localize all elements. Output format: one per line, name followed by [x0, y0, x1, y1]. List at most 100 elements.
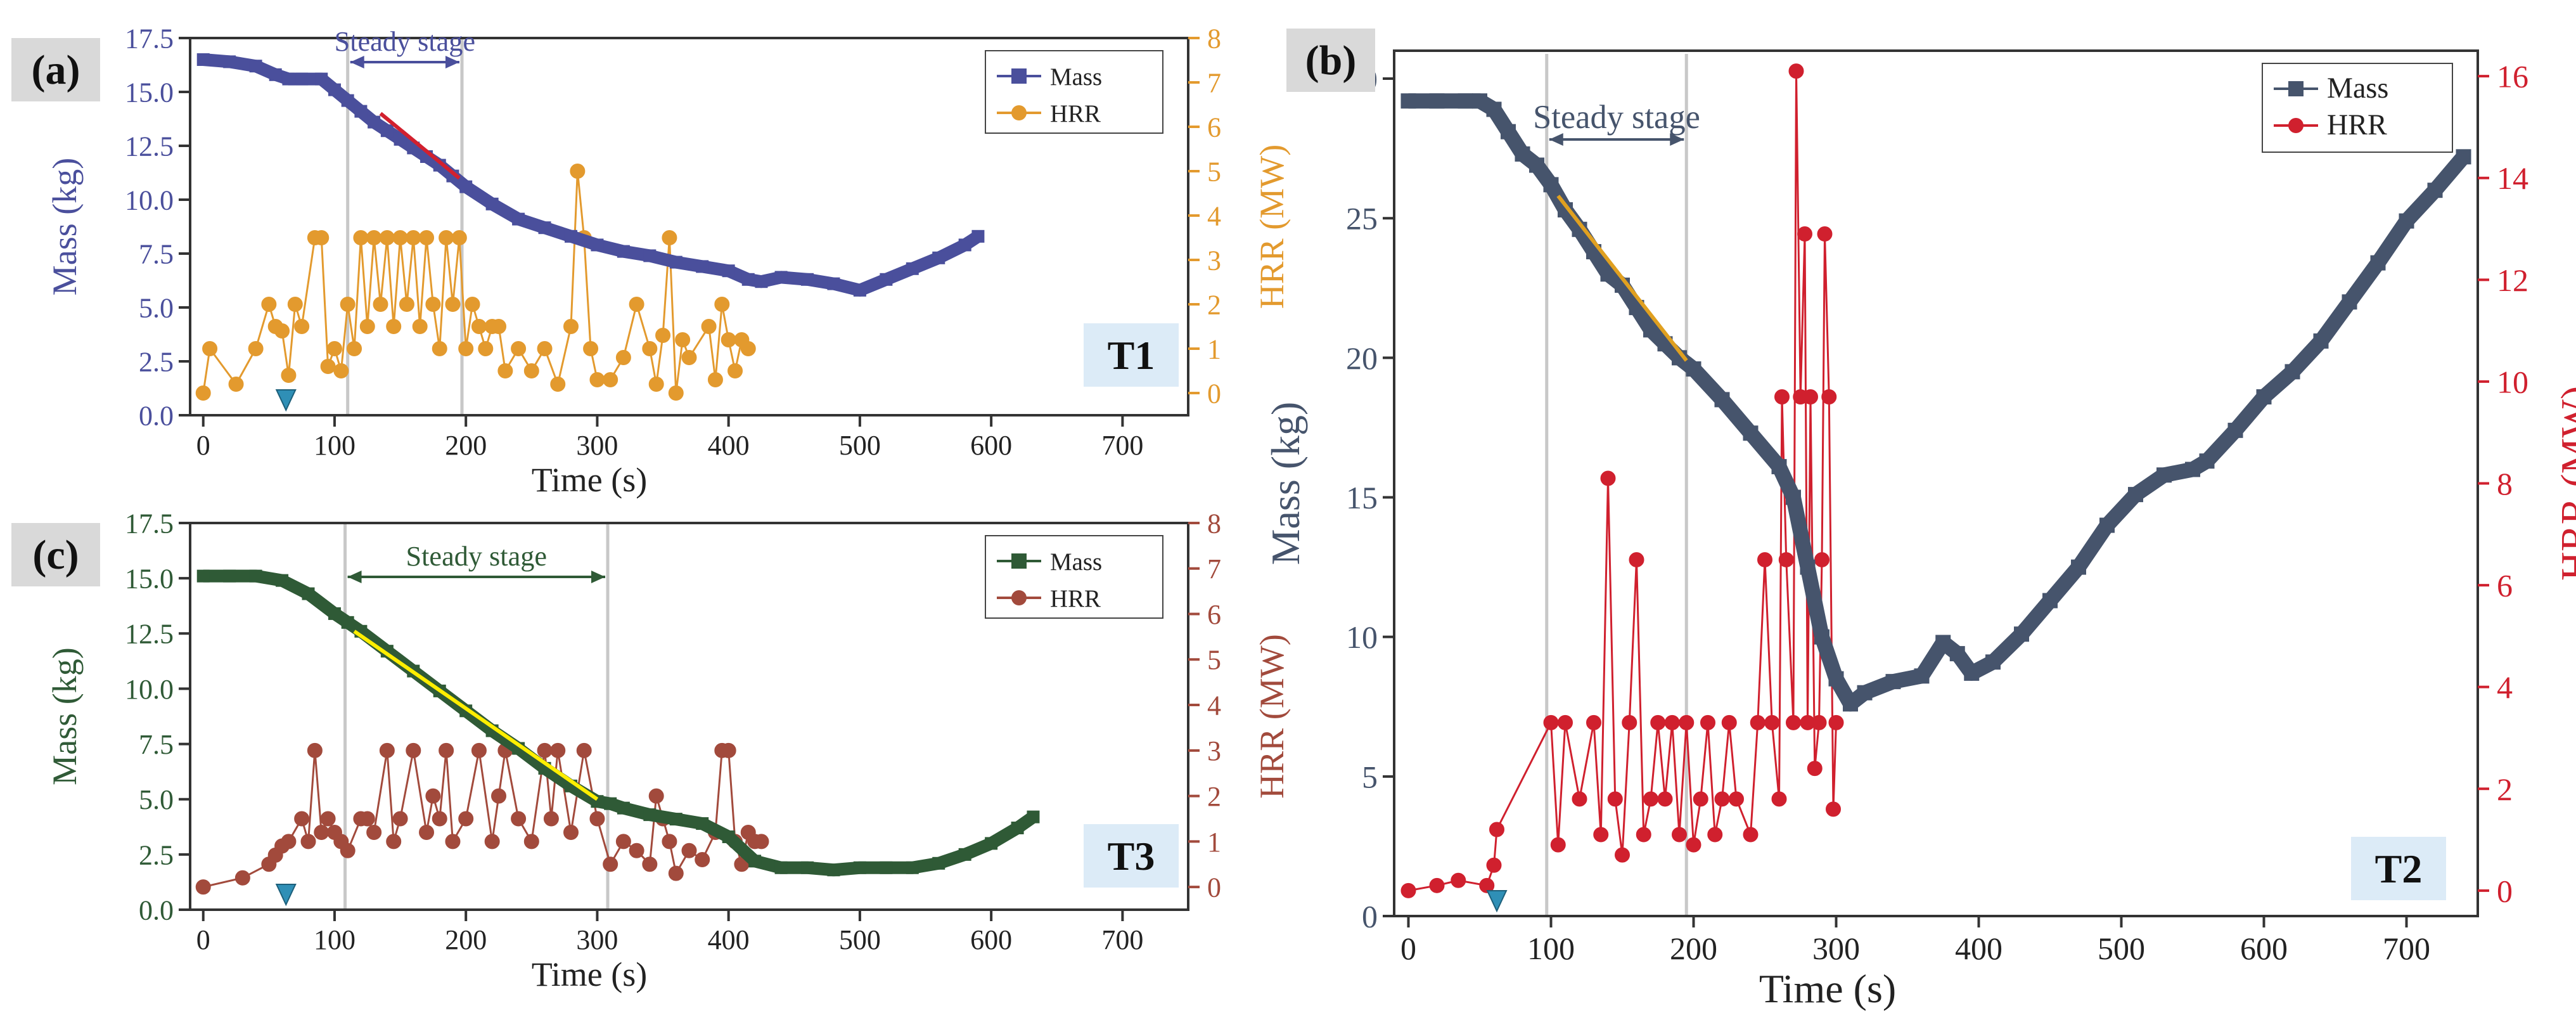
- hrr-data-point: [740, 341, 756, 356]
- x-tick-label: 100: [314, 924, 356, 955]
- mass-data-point: [985, 837, 998, 850]
- hrr-data-point: [392, 230, 408, 245]
- mass-data-point: [748, 855, 762, 868]
- mass-data-point: [906, 861, 919, 874]
- hrr-data-point: [648, 377, 664, 392]
- panel-label-bg: [11, 523, 100, 586]
- test-tag: T3: [1108, 834, 1155, 879]
- hrr-data-point: [432, 811, 447, 827]
- x-tick-label: 100: [314, 430, 356, 461]
- mass-data-point: [741, 273, 755, 286]
- hrr-data-point: [1607, 791, 1623, 807]
- y2-tick-label: 8: [1207, 23, 1221, 54]
- mass-data-point: [853, 861, 866, 874]
- hrr-data-point: [550, 742, 566, 758]
- plot-frame: [189, 522, 1189, 911]
- x-tick-label: 500: [2098, 931, 2145, 966]
- mass-data-point: [2014, 626, 2029, 642]
- hrr-data-point: [314, 825, 330, 840]
- x-tick-label: 400: [708, 430, 750, 461]
- test-tag-bg: [1084, 824, 1179, 888]
- mass-data-point: [2099, 517, 2115, 533]
- y2-tick-label: 1: [1207, 827, 1221, 858]
- hrr-data-point: [1771, 791, 1787, 807]
- chart-t3: 0 100 200 300 400 500 600 7000.02.55.07.510.012…: [11, 508, 1291, 993]
- mass-data-point: [196, 569, 210, 583]
- mass-data-point: [617, 245, 630, 258]
- mass-data-point: [722, 830, 735, 843]
- hrr-data-point: [1486, 857, 1502, 873]
- hrr-data-point: [425, 297, 441, 312]
- hrr-data-point: [589, 811, 605, 827]
- hrr-data-point: [753, 834, 769, 849]
- mass-data-point: [1885, 674, 1901, 690]
- hrr-data-point: [458, 341, 474, 356]
- hrr-data-point: [373, 297, 388, 312]
- hrr-data-point: [550, 377, 566, 392]
- hrr-data-point: [497, 363, 513, 378]
- steady-stage-arrowhead-left: [1549, 133, 1563, 146]
- mass-data-point: [669, 813, 682, 826]
- y2-tick-label: 8: [1207, 508, 1221, 539]
- hrr-data-point: [563, 319, 579, 334]
- hrr-data-point: [1629, 552, 1644, 567]
- x-tick-label: 200: [445, 924, 487, 955]
- mass-data-point: [328, 83, 341, 96]
- hrr-data-point: [465, 297, 480, 312]
- legend-label: Mass: [2327, 72, 2388, 104]
- y2-tick-label: 8: [2497, 466, 2513, 501]
- mass-series-line: [202, 53, 982, 297]
- hrr-data-point: [642, 856, 658, 872]
- x-tick-label: 300: [576, 430, 618, 461]
- chart-t2: 0100200300400500600700051015202530024681…: [1263, 29, 2576, 1011]
- hrr-data-point: [1811, 714, 1827, 730]
- y2-tick-label: 0: [2497, 873, 2513, 908]
- mass-data-point: [1985, 654, 2001, 670]
- hrr-data-point: [248, 341, 264, 356]
- mass-data-point: [669, 255, 682, 269]
- mass-data-point: [591, 238, 604, 252]
- hrr-data-point: [1764, 714, 1780, 730]
- hrr-data-point: [523, 834, 539, 849]
- hrr-data-point: [537, 742, 553, 758]
- hrr-data-point: [615, 834, 631, 849]
- mass-data-point: [249, 60, 262, 73]
- hrr-data-point: [432, 341, 447, 356]
- legend-marker: [1011, 68, 1027, 84]
- y2-tick-label: 5: [1207, 645, 1221, 676]
- legend-label: Mass: [1050, 63, 1102, 91]
- mass-data-point: [2427, 183, 2443, 198]
- hrr-data-point: [281, 834, 297, 849]
- mass-data-point: [853, 283, 866, 297]
- hrr-data-point: [281, 368, 297, 383]
- mass-data-point: [459, 180, 473, 193]
- y-tick-label: 0.0: [139, 895, 174, 926]
- hrr-data-point: [1593, 827, 1609, 843]
- hrr-data-point: [1672, 827, 1687, 843]
- hrr-data-point: [1400, 882, 1416, 898]
- hrr-data-point: [1797, 226, 1812, 242]
- hrr-data-point: [439, 742, 454, 758]
- hrr-data-point: [642, 341, 658, 356]
- hrr-data-point: [714, 297, 730, 312]
- hrr-data-point: [294, 319, 310, 334]
- hrr-data-point: [1451, 872, 1466, 888]
- y2-axis-title: HRR (MW): [1253, 634, 1291, 798]
- y2-tick-label: 5: [1207, 156, 1221, 187]
- mass-data-point: [1529, 157, 1544, 173]
- hrr-data-point: [274, 323, 290, 339]
- ignition-marker: [275, 389, 297, 412]
- y2-tick-label: 6: [1207, 112, 1221, 143]
- hrr-data-point: [543, 811, 559, 827]
- mass-data-point: [774, 861, 788, 874]
- hrr-data-point: [570, 164, 586, 179]
- mass-data-point: [880, 861, 893, 874]
- y2-tick-label: 3: [1207, 735, 1221, 766]
- hrr-data-point: [419, 230, 435, 245]
- mass-data-point: [2071, 559, 2086, 575]
- mass-data-point: [1800, 559, 1816, 575]
- hrr-data-point: [445, 297, 461, 312]
- mass-data-point: [1011, 822, 1024, 835]
- y-tick-label: 10.0: [125, 184, 174, 216]
- hrr-data-point: [1615, 847, 1630, 863]
